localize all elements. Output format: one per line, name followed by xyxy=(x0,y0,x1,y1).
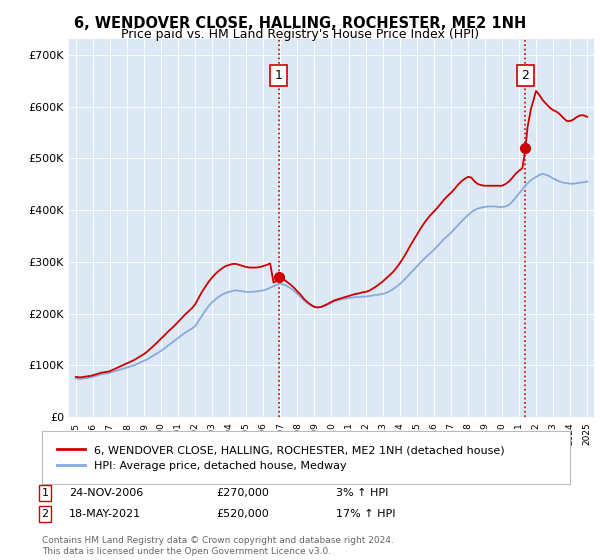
Text: 18-MAY-2021: 18-MAY-2021 xyxy=(69,509,141,519)
Text: 1: 1 xyxy=(275,69,283,82)
Text: 3% ↑ HPI: 3% ↑ HPI xyxy=(336,488,388,498)
Text: 24-NOV-2006: 24-NOV-2006 xyxy=(69,488,143,498)
Text: 2: 2 xyxy=(41,509,49,519)
Text: Contains HM Land Registry data © Crown copyright and database right 2024.
This d: Contains HM Land Registry data © Crown c… xyxy=(42,536,394,556)
Text: Price paid vs. HM Land Registry's House Price Index (HPI): Price paid vs. HM Land Registry's House … xyxy=(121,28,479,41)
Text: 6, WENDOVER CLOSE, HALLING, ROCHESTER, ME2 1NH: 6, WENDOVER CLOSE, HALLING, ROCHESTER, M… xyxy=(74,16,526,31)
Text: 2: 2 xyxy=(521,69,529,82)
Text: £520,000: £520,000 xyxy=(216,509,269,519)
Text: £270,000: £270,000 xyxy=(216,488,269,498)
Legend: 6, WENDOVER CLOSE, HALLING, ROCHESTER, ME2 1NH (detached house), HPI: Average pr: 6, WENDOVER CLOSE, HALLING, ROCHESTER, M… xyxy=(53,441,509,475)
Text: 17% ↑ HPI: 17% ↑ HPI xyxy=(336,509,395,519)
Text: 1: 1 xyxy=(41,488,49,498)
